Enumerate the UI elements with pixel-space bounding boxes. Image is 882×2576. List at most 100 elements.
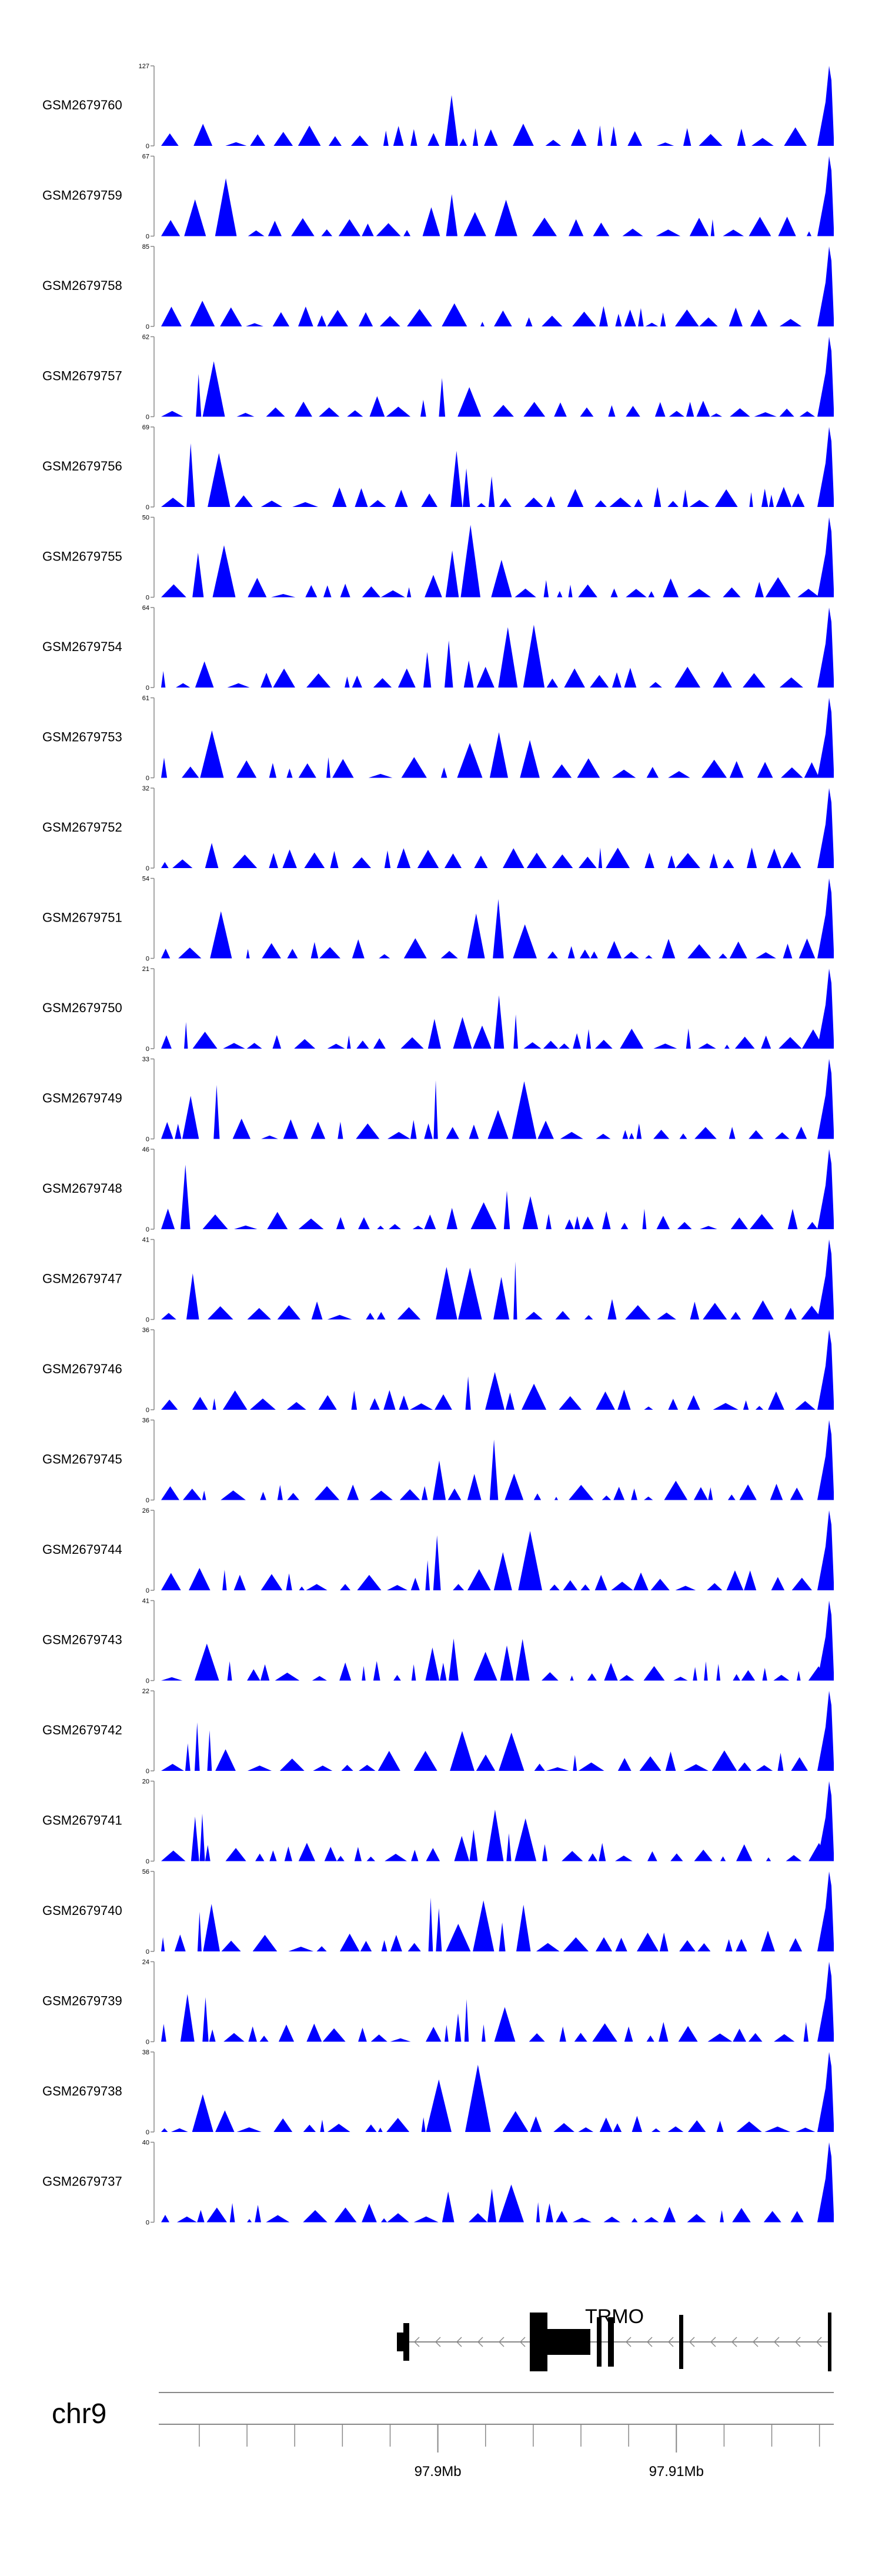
strand-arrow [773, 2337, 780, 2347]
track-ymin-label: 0 [146, 414, 149, 421]
track-ymin-label: 0 [146, 1858, 149, 1866]
coverage-track: GSM2679745 36 0 [42, 1417, 834, 1504]
coverage-track: GSM2679742 22 0 [42, 1688, 834, 1775]
track-sample-label: GSM2679757 [42, 369, 122, 383]
coverage-track: GSM2679740 56 0 [42, 1868, 834, 1956]
coverage-area [159, 1330, 834, 1410]
coverage-area [159, 1149, 834, 1229]
track-sample-label: GSM2679755 [42, 549, 122, 564]
track-ymax-label: 41 [142, 1237, 149, 1244]
coverage-track: GSM2679741 20 0 [42, 1778, 834, 1866]
coverage-area [159, 2052, 834, 2132]
coverage-track: GSM2679749 33 0 [42, 1056, 834, 1143]
coverage-track: GSM2679750 21 0 [42, 966, 834, 1053]
coverage-area [159, 2142, 834, 2223]
track-sample-label: GSM2679754 [42, 639, 122, 654]
coverage-area [159, 1510, 834, 1590]
strand-arrow [646, 2337, 653, 2347]
track-ymin-label: 0 [146, 685, 149, 692]
track-ymin-label: 0 [146, 1046, 149, 1053]
exon [597, 2317, 602, 2367]
track-sample-label: GSM2679745 [42, 1452, 122, 1467]
track-ymin-label: 0 [146, 1497, 149, 1504]
coverage-track: GSM2679755 50 0 [42, 515, 834, 602]
track-ymax-label: 26 [142, 1507, 149, 1514]
coverage-area [159, 427, 834, 507]
track-ymax-label: 21 [142, 966, 149, 973]
track-ymin-label: 0 [146, 1226, 149, 1233]
coverage-track: GSM2679758 85 0 [42, 243, 834, 331]
track-ymin-label: 0 [146, 504, 149, 511]
track-sample-label: GSM2679744 [42, 1542, 122, 1557]
strand-arrow [456, 2337, 462, 2347]
coverage-track: GSM2679746 36 0 [42, 1327, 834, 1414]
strand-arrow [731, 2337, 737, 2347]
coverage-track: GSM2679744 26 0 [42, 1507, 834, 1594]
coverage-area [159, 878, 834, 959]
coverage-area [159, 336, 834, 417]
coverage-track: GSM2679760 127 0 [42, 63, 834, 150]
strand-arrow [413, 2337, 420, 2347]
track-ymin-label: 0 [146, 233, 149, 241]
coverage-track: GSM2679754 64 0 [42, 605, 834, 692]
coverage-area [159, 1781, 834, 1861]
exon [679, 2315, 683, 2369]
track-ymax-label: 40 [142, 2140, 149, 2147]
track-ymax-label: 56 [142, 1868, 149, 1876]
coverage-track: GSM2679739 24 0 [42, 1959, 834, 2046]
exon [530, 2313, 547, 2371]
coverage-area [159, 517, 834, 598]
track-ymax-label: 85 [142, 243, 149, 251]
strand-arrow [498, 2337, 505, 2347]
coverage-track: GSM2679743 41 0 [42, 1598, 834, 1685]
strand-arrow [477, 2337, 483, 2347]
track-sample-label: GSM2679738 [42, 2084, 122, 2098]
track-ymax-label: 50 [142, 515, 149, 522]
coverage-area [159, 1420, 834, 1500]
coverage-area [159, 969, 834, 1049]
track-sample-label: GSM2679741 [42, 1813, 122, 1828]
track-ymax-label: 20 [142, 1778, 149, 1786]
strand-arrow [667, 2337, 674, 2347]
coverage-track: GSM2679757 62 0 [42, 334, 834, 421]
exon [828, 2313, 831, 2371]
track-ymax-label: 22 [142, 1688, 149, 1695]
coverage-area [159, 788, 834, 868]
coverage-track: GSM2679737 40 0 [42, 2140, 834, 2227]
track-ymax-label: 127 [139, 63, 149, 70]
track-ymin-label: 0 [146, 2220, 149, 2227]
coverage-area [159, 608, 834, 688]
track-ymax-label: 33 [142, 1056, 149, 1063]
track-ymin-label: 0 [146, 1768, 149, 1775]
coverage-area [159, 1871, 834, 1951]
track-ymax-label: 24 [142, 1959, 149, 1966]
axis-tick-label: 97.91Mb [649, 2464, 704, 2480]
track-sample-label: GSM2679759 [42, 188, 122, 203]
track-ymax-label: 62 [142, 334, 149, 341]
coverage-area [159, 156, 834, 236]
coverage-area [159, 698, 834, 778]
track-sample-label: GSM2679739 [42, 1994, 122, 2008]
strand-arrow [752, 2337, 759, 2347]
track-ymax-label: 36 [142, 1327, 149, 1334]
strand-arrow [816, 2337, 822, 2347]
axis-tick-label: 97.9Mb [415, 2464, 462, 2480]
track-sample-label: GSM2679758 [42, 278, 122, 293]
track-ymax-label: 69 [142, 424, 149, 431]
track-ymin-label: 0 [146, 1407, 149, 1414]
utr-exon [397, 2333, 404, 2351]
coverage-track: GSM2679759 67 0 [42, 154, 834, 241]
track-ymin-label: 0 [146, 1948, 149, 1956]
track-ymin-label: 0 [146, 775, 149, 782]
track-ymax-label: 46 [142, 1146, 149, 1153]
coverage-track: GSM2679748 46 0 [42, 1146, 834, 1233]
coverage-area [159, 1600, 834, 1681]
track-ymin-label: 0 [146, 323, 149, 331]
gene-model-track: TRMO [397, 2305, 831, 2371]
track-sample-label: GSM2679750 [42, 1000, 122, 1015]
strand-arrow [794, 2337, 801, 2347]
track-ymax-label: 32 [142, 785, 149, 792]
track-ymax-label: 38 [142, 2049, 149, 2056]
strand-arrow [625, 2337, 632, 2347]
